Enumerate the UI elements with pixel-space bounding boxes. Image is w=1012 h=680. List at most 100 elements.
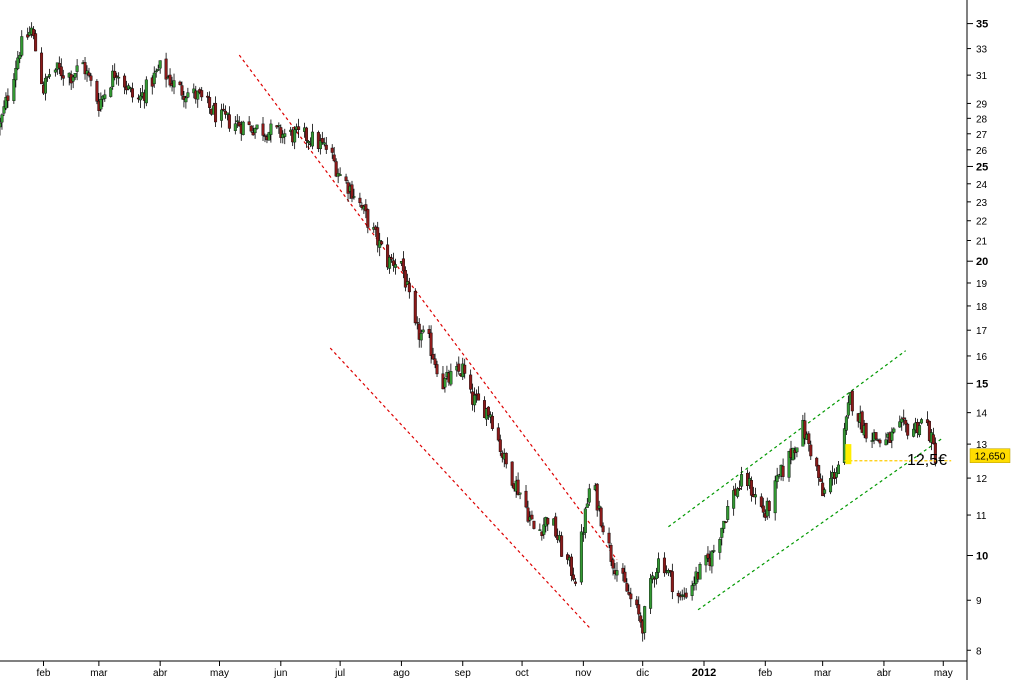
y-tick-label: 16	[976, 352, 988, 363]
candle-down	[227, 114, 231, 129]
candle-down	[320, 138, 324, 143]
x-tick-label: feb	[758, 668, 772, 679]
candle-up	[421, 329, 425, 333]
candle-up	[71, 76, 75, 82]
candle-down	[759, 496, 763, 507]
candle-up	[657, 558, 661, 573]
candle-up	[43, 77, 47, 94]
candle-down	[247, 121, 251, 125]
candle-down	[817, 465, 821, 479]
candle-up	[918, 425, 922, 436]
candle-up	[12, 79, 16, 101]
candle-down	[115, 75, 119, 77]
candle-up	[235, 120, 239, 122]
candle-down	[334, 161, 338, 177]
candle-down	[350, 184, 354, 199]
candle-up	[144, 79, 148, 104]
candle-down	[609, 544, 613, 562]
candle-down	[249, 125, 253, 132]
candle-down	[386, 244, 390, 268]
candle-up	[787, 450, 791, 478]
candle-down	[676, 592, 680, 597]
candle-up	[704, 555, 708, 566]
candle-up	[99, 98, 103, 110]
candle-up	[834, 472, 838, 478]
x-tick-label: oct	[515, 668, 529, 679]
candle-down	[380, 241, 384, 245]
candle-down	[358, 197, 362, 204]
y-tick-label: 14	[976, 409, 988, 420]
candle-up	[449, 371, 453, 385]
candle-down	[221, 108, 225, 111]
candle-down	[433, 358, 437, 365]
candle-down	[261, 123, 265, 136]
y-tick-label: 28	[976, 114, 988, 125]
candle-up	[651, 575, 655, 580]
candle-up	[615, 570, 619, 576]
last-price-box	[969, 448, 1011, 463]
candle-down	[324, 144, 328, 150]
candle-down	[749, 480, 753, 496]
candle-down	[415, 322, 419, 324]
candle-down	[427, 329, 431, 334]
candle-down	[532, 520, 536, 529]
candle-down	[684, 592, 688, 598]
x-tick-label: jul	[334, 668, 345, 679]
overlays	[844, 444, 952, 465]
candle-up	[172, 80, 176, 88]
candle-down	[526, 507, 530, 522]
candle-up	[583, 508, 587, 534]
candle-up	[698, 564, 702, 580]
candle-down	[305, 127, 309, 141]
y-tick-label: 31	[976, 71, 988, 82]
candle-down	[546, 518, 550, 525]
candle-down	[566, 554, 570, 560]
candle-down	[904, 419, 908, 425]
candle-down	[516, 479, 520, 495]
candle-up	[269, 123, 273, 135]
y-tick-label: 15	[976, 378, 988, 390]
candle-down	[95, 80, 99, 102]
candle-down	[392, 260, 396, 266]
candle-up	[219, 109, 223, 121]
candle-down	[401, 258, 405, 272]
candle-down	[87, 72, 91, 76]
candle-down	[815, 457, 819, 467]
candle-down	[435, 364, 439, 375]
x-tick-label: nov	[575, 668, 591, 679]
candle-up	[722, 520, 726, 529]
candle-down	[180, 85, 184, 96]
candle-up	[233, 123, 237, 131]
candle-up	[196, 90, 200, 100]
y-tick-label: 17	[976, 326, 988, 337]
candle-down	[431, 354, 435, 360]
x-tick-label: sep	[455, 668, 472, 679]
candle-down	[573, 581, 577, 584]
candle-down	[599, 507, 603, 527]
x-tick-label: may	[210, 668, 229, 679]
candle-down	[850, 390, 854, 412]
candle-up	[655, 572, 659, 579]
candle-up	[846, 402, 850, 416]
trendline	[668, 350, 907, 528]
candle-up	[649, 578, 653, 609]
candle-up	[870, 440, 874, 442]
y-tick-label: 19	[976, 279, 988, 290]
candle-down	[530, 514, 534, 520]
candle-down	[469, 374, 473, 390]
candle-down	[214, 102, 218, 123]
candle-up	[152, 72, 156, 85]
candle-up	[0, 114, 4, 123]
candle-up	[53, 69, 57, 73]
y-tick-label: 23	[976, 198, 988, 209]
candle-up	[184, 97, 188, 103]
candle-up	[158, 60, 162, 69]
candle-down	[413, 290, 417, 324]
candle-down	[931, 434, 935, 445]
candle-up	[156, 69, 160, 71]
y-tick-label: 25	[976, 161, 988, 173]
candle-up	[920, 419, 924, 424]
candle-down	[629, 593, 633, 600]
candle-up	[836, 464, 840, 474]
